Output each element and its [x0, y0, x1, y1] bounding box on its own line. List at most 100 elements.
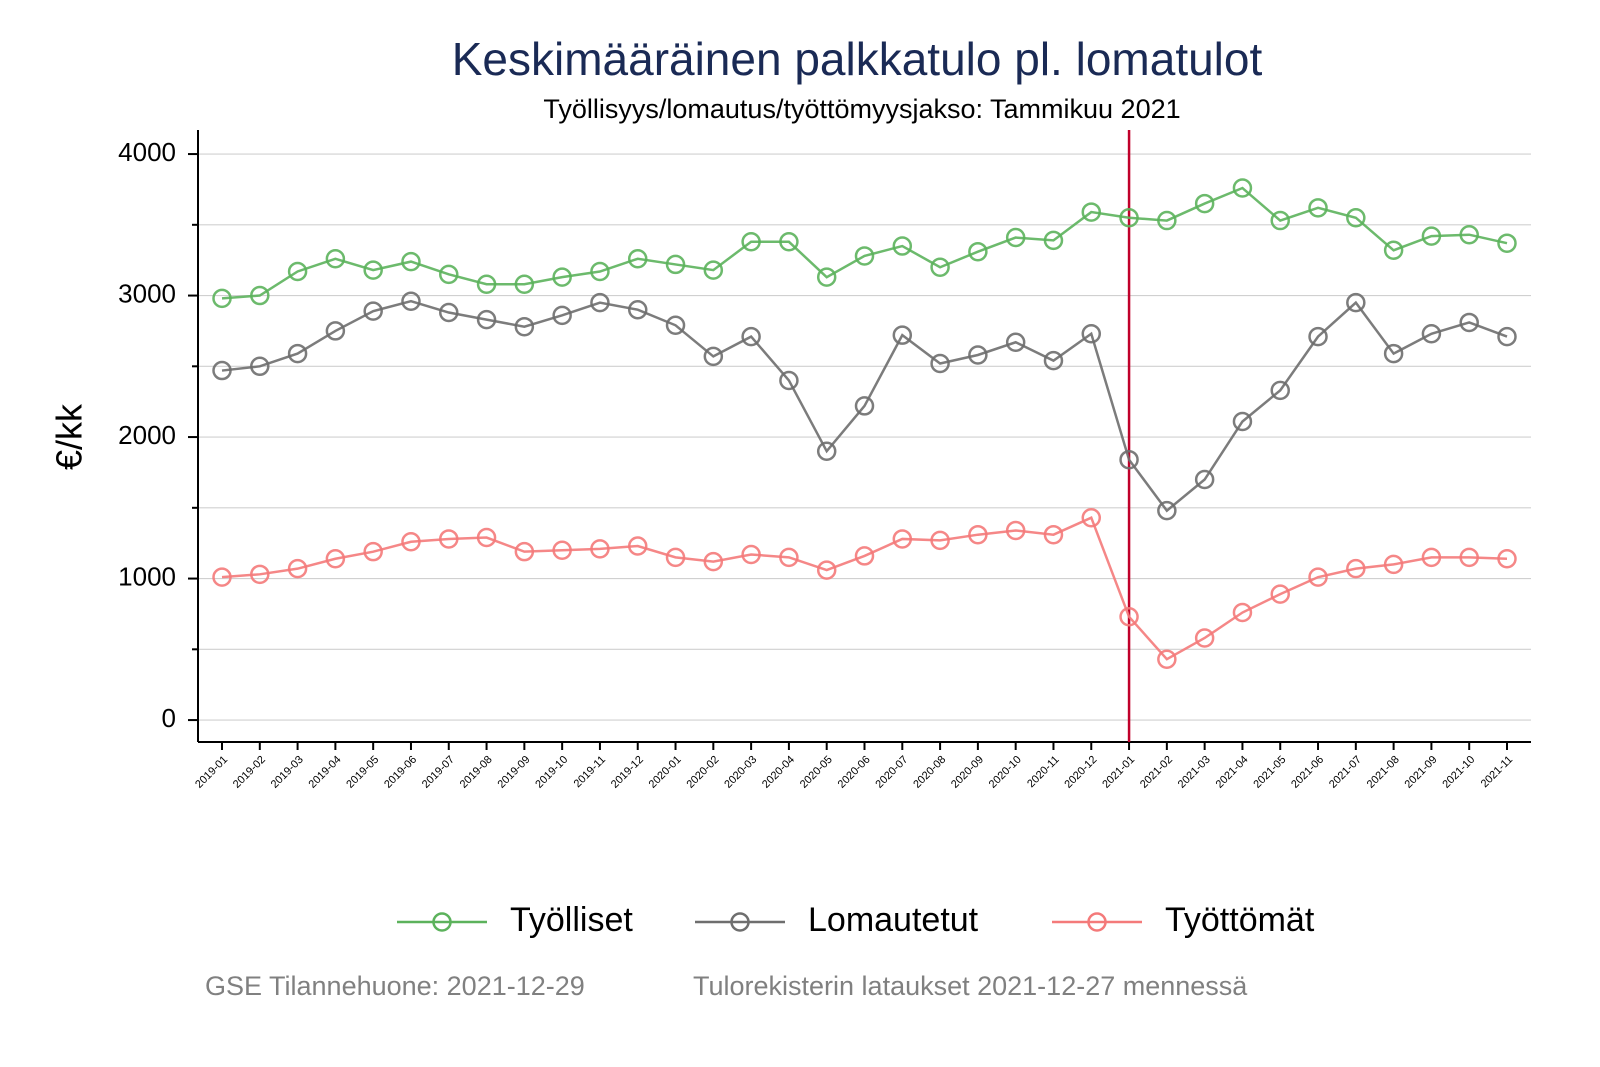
data-point	[627, 536, 648, 556]
data-point	[212, 567, 232, 587]
data-point	[930, 353, 950, 374]
data-point	[287, 558, 308, 579]
data-point	[892, 325, 913, 345]
data-point	[779, 370, 799, 391]
data-point	[1270, 210, 1290, 231]
data-point	[1043, 350, 1064, 371]
data-point	[1119, 449, 1139, 470]
data-point	[1194, 469, 1215, 490]
data-point	[968, 241, 988, 262]
data-point	[514, 541, 535, 562]
series-line	[221, 186, 1508, 300]
data-point	[854, 546, 875, 566]
data-point	[741, 544, 761, 565]
data-point	[590, 292, 610, 313]
data-point	[968, 345, 988, 365]
data-point	[476, 274, 497, 294]
data-point	[1308, 326, 1328, 347]
y-tick-label: 4000	[118, 137, 176, 167]
data-point	[1232, 602, 1253, 623]
data-point	[1043, 524, 1064, 545]
data-point	[627, 249, 648, 269]
data-point	[476, 309, 497, 330]
data-point	[1346, 292, 1366, 313]
data-point	[665, 254, 686, 275]
data-point	[1308, 198, 1328, 218]
data-point	[1346, 207, 1366, 228]
data-point	[1421, 226, 1442, 246]
data-point	[287, 261, 308, 282]
data-point	[401, 532, 421, 552]
legend-label: Työttömät	[1165, 901, 1315, 939]
data-point	[816, 441, 837, 461]
legend-marker	[730, 912, 750, 932]
data-point	[930, 530, 950, 551]
legend-marker	[432, 912, 452, 932]
chart-title: Keskimääräinen palkkatulo pl. lomatulot	[452, 33, 1263, 85]
data-point	[325, 249, 346, 269]
data-point	[325, 549, 346, 569]
legend-label: Lomautetut	[808, 901, 979, 939]
data-point	[1194, 628, 1215, 648]
y-tick-label: 2000	[118, 420, 176, 450]
legend-marker	[1087, 912, 1107, 932]
data-point	[1383, 554, 1404, 575]
data-point	[968, 524, 988, 545]
data-point	[363, 301, 383, 321]
data-point	[1421, 324, 1442, 344]
data-point	[1081, 324, 1102, 344]
data-point	[552, 267, 572, 287]
y-tick-label: 1000	[118, 561, 176, 591]
footer-note: Tulorekisterin lataukset 2021-12-27 menn…	[693, 971, 1248, 1001]
data-point	[212, 360, 232, 381]
data-point	[779, 232, 799, 252]
data-point	[552, 540, 572, 561]
data-point	[1005, 520, 1026, 541]
data-point	[1081, 507, 1102, 528]
data-point	[250, 285, 270, 306]
data-point	[1157, 500, 1177, 521]
data-point	[1270, 584, 1290, 604]
data-point	[930, 257, 950, 278]
data-point	[287, 343, 308, 364]
data-point	[703, 346, 724, 367]
data-point	[1459, 224, 1479, 245]
data-point	[1232, 178, 1253, 198]
data-point	[1346, 558, 1366, 579]
data-point	[627, 299, 648, 320]
chart-subtitle: Työllisyys/lomautus/työttömyysjakso: Tam…	[543, 94, 1180, 124]
footer-note: GSE Tilannehuone: 2021-12-29	[205, 971, 585, 1001]
data-point	[1119, 207, 1139, 228]
y-tick-label: 3000	[118, 278, 176, 308]
data-point	[212, 288, 232, 309]
y-axis-label: €/kk	[49, 403, 90, 470]
data-point	[665, 315, 686, 336]
data-point	[325, 321, 346, 341]
data-point	[1119, 607, 1139, 627]
data-point	[854, 396, 875, 416]
data-point	[1421, 547, 1442, 568]
data-point	[816, 267, 837, 287]
y-tick-label: 0	[162, 703, 176, 733]
data-point	[1270, 380, 1290, 401]
data-point	[1194, 193, 1215, 214]
data-point	[250, 356, 270, 377]
data-point	[816, 560, 837, 580]
data-point	[1383, 240, 1404, 261]
data-point	[439, 302, 459, 323]
data-point	[514, 274, 535, 294]
data-point	[363, 260, 383, 280]
data-point	[1157, 649, 1177, 669]
data-point	[1005, 227, 1026, 248]
data-point	[363, 541, 383, 562]
data-point	[552, 305, 572, 326]
data-point	[1459, 312, 1479, 333]
data-point	[1497, 549, 1517, 569]
data-point	[476, 527, 497, 548]
data-point	[590, 539, 610, 559]
data-point	[892, 529, 913, 549]
data-point	[514, 316, 535, 337]
series-line	[221, 516, 1508, 661]
series-line	[221, 299, 1508, 513]
